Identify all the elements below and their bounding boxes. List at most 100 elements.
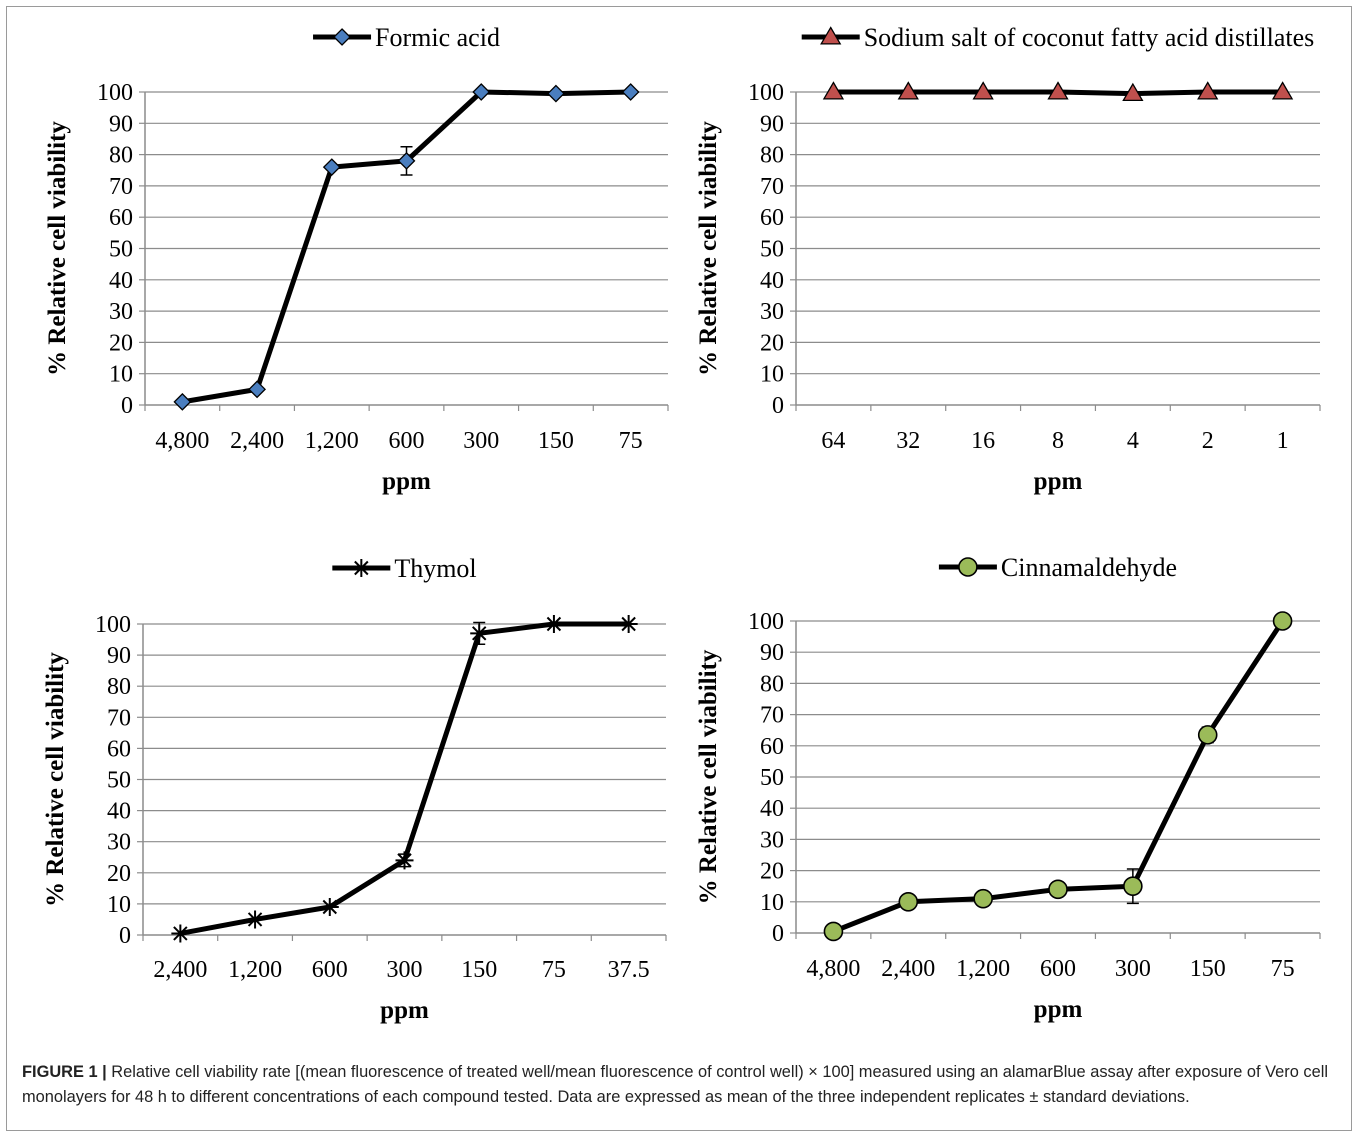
- data-point: [1047, 81, 1069, 100]
- x-tick-label: 150: [1190, 956, 1226, 982]
- caption-text: Relative cell viability rate [(mean fluo…: [22, 1063, 1329, 1106]
- y-tick-label: 40: [760, 268, 784, 294]
- x-tick-label: 1,200: [228, 957, 282, 983]
- x-tick-label: 2,400: [230, 428, 284, 454]
- y-tick-label: 60: [760, 205, 784, 231]
- y-tick-label: 10: [760, 362, 784, 388]
- y-axis-label: % Relative cell viability: [695, 121, 722, 376]
- series-line: [181, 89, 631, 405]
- y-tick-label: 30: [760, 827, 784, 853]
- series-line: [179, 621, 629, 936]
- x-tick-label: 75: [542, 957, 566, 983]
- x-tick-label: 150: [538, 428, 574, 454]
- chart-3: 0 10 20 30 40 50 60 70 80 90 100 2,400 1,200 600 300 15…: [42, 554, 667, 1024]
- chart-4: 0 10 20 30 40 50 60 70 80 90 100 4,800 2,400 1,200 600…: [695, 553, 1321, 1023]
- x-tick-label: 4: [1127, 428, 1139, 454]
- x-tick-label: 2,400: [153, 957, 207, 983]
- y-tick-label: 60: [760, 734, 784, 760]
- y-tick-label: 0: [772, 393, 784, 419]
- y-tick-label: 50: [109, 237, 133, 263]
- data-point: [897, 81, 919, 100]
- y-tick-label: 90: [760, 640, 784, 666]
- y-tick-label: 60: [109, 205, 133, 231]
- y-tick-label: 90: [107, 643, 131, 669]
- chart-2: 0 10 20 30 40 50 60 70 80 90 100 64 32 16 8 4 2 1 ppm % Rel…: [695, 23, 1321, 495]
- chart-1: 0 10 20 30 40 50 60 70 80 90 100 4,800 2,400 1,200 600…: [44, 23, 669, 495]
- data-point: [1123, 876, 1143, 897]
- y-tick-label: 50: [107, 768, 131, 794]
- y-axis-label: % Relative cell viability: [44, 121, 71, 376]
- y-tick-label: 90: [109, 111, 133, 137]
- x-tick-label: 4,800: [806, 956, 860, 982]
- data-point: [973, 888, 993, 909]
- legend-marker: [820, 26, 842, 45]
- data-point: [397, 151, 416, 170]
- data-point: [322, 158, 341, 177]
- legend-marker: [333, 28, 351, 46]
- data-point: [248, 380, 266, 399]
- legend: Thymol: [332, 554, 477, 583]
- data-point: [171, 924, 190, 943]
- legend-marker: [958, 557, 978, 577]
- x-tick-label: 2: [1202, 428, 1214, 454]
- legend: Cinnamaldehyde: [938, 553, 1177, 582]
- x-tick-label: 300: [463, 428, 499, 454]
- caption-label: FIGURE 1 |: [22, 1063, 107, 1081]
- x-tick-label: 64: [821, 428, 845, 454]
- data-point: [1048, 879, 1068, 900]
- y-tick-label: 70: [760, 703, 784, 729]
- x-axis-label: ppm: [382, 468, 431, 495]
- y-tick-label: 80: [760, 143, 784, 169]
- y-tick-label: 10: [107, 892, 131, 918]
- x-axis-label: ppm: [1034, 468, 1083, 495]
- legend-label: Cinnamaldehyde: [1001, 553, 1177, 582]
- x-tick-label: 300: [1115, 956, 1151, 982]
- data-point: [619, 615, 638, 633]
- y-tick-label: 0: [772, 921, 784, 947]
- legend-marker: [352, 559, 371, 577]
- y-tick-label: 70: [107, 705, 131, 731]
- legend-label: Formic acid: [375, 23, 500, 52]
- y-axis-label: % Relative cell viability: [695, 649, 722, 904]
- data-point: [547, 84, 565, 103]
- data-point: [320, 898, 339, 917]
- y-tick-label: 20: [107, 861, 131, 887]
- y-tick-label: 100: [748, 80, 784, 106]
- x-tick-label: 600: [389, 428, 425, 454]
- figure-caption: FIGURE 1 | Relative cell viability rate …: [22, 1060, 1332, 1110]
- data-point: [621, 83, 640, 101]
- y-tick-label: 100: [748, 609, 784, 635]
- y-tick-label: 0: [121, 393, 133, 419]
- y-tick-label: 70: [760, 174, 784, 200]
- data-point: [898, 891, 919, 912]
- y-tick-label: 30: [760, 299, 784, 325]
- y-tick-label: 100: [97, 80, 133, 106]
- data-point: [1272, 611, 1293, 631]
- x-axis-label: ppm: [1034, 996, 1083, 1023]
- y-tick-label: 40: [107, 799, 131, 825]
- y-tick-label: 50: [760, 765, 784, 791]
- y-tick-label: 0: [119, 923, 131, 949]
- data-point: [173, 392, 192, 411]
- x-tick-label: 600: [312, 957, 348, 983]
- x-tick-label: 75: [1271, 956, 1295, 982]
- x-tick-label: 2,400: [881, 956, 935, 982]
- y-tick-label: 30: [109, 299, 133, 325]
- x-axis-label: ppm: [380, 997, 429, 1024]
- y-tick-label: 10: [109, 362, 133, 388]
- y-tick-label: 70: [109, 174, 133, 200]
- data-point: [472, 83, 491, 101]
- y-tick-label: 50: [760, 237, 784, 263]
- y-tick-label: 20: [109, 330, 133, 356]
- x-tick-label: 75: [619, 428, 643, 454]
- y-tick-label: 10: [760, 890, 784, 916]
- y-tick-label: 80: [107, 674, 131, 700]
- legend: Formic acid: [313, 23, 500, 52]
- y-tick-label: 90: [760, 111, 784, 137]
- y-tick-label: 100: [95, 612, 131, 638]
- data-point: [822, 81, 845, 100]
- x-tick-label: 8: [1052, 428, 1064, 454]
- data-point: [470, 624, 489, 643]
- y-tick-label: 20: [760, 859, 784, 885]
